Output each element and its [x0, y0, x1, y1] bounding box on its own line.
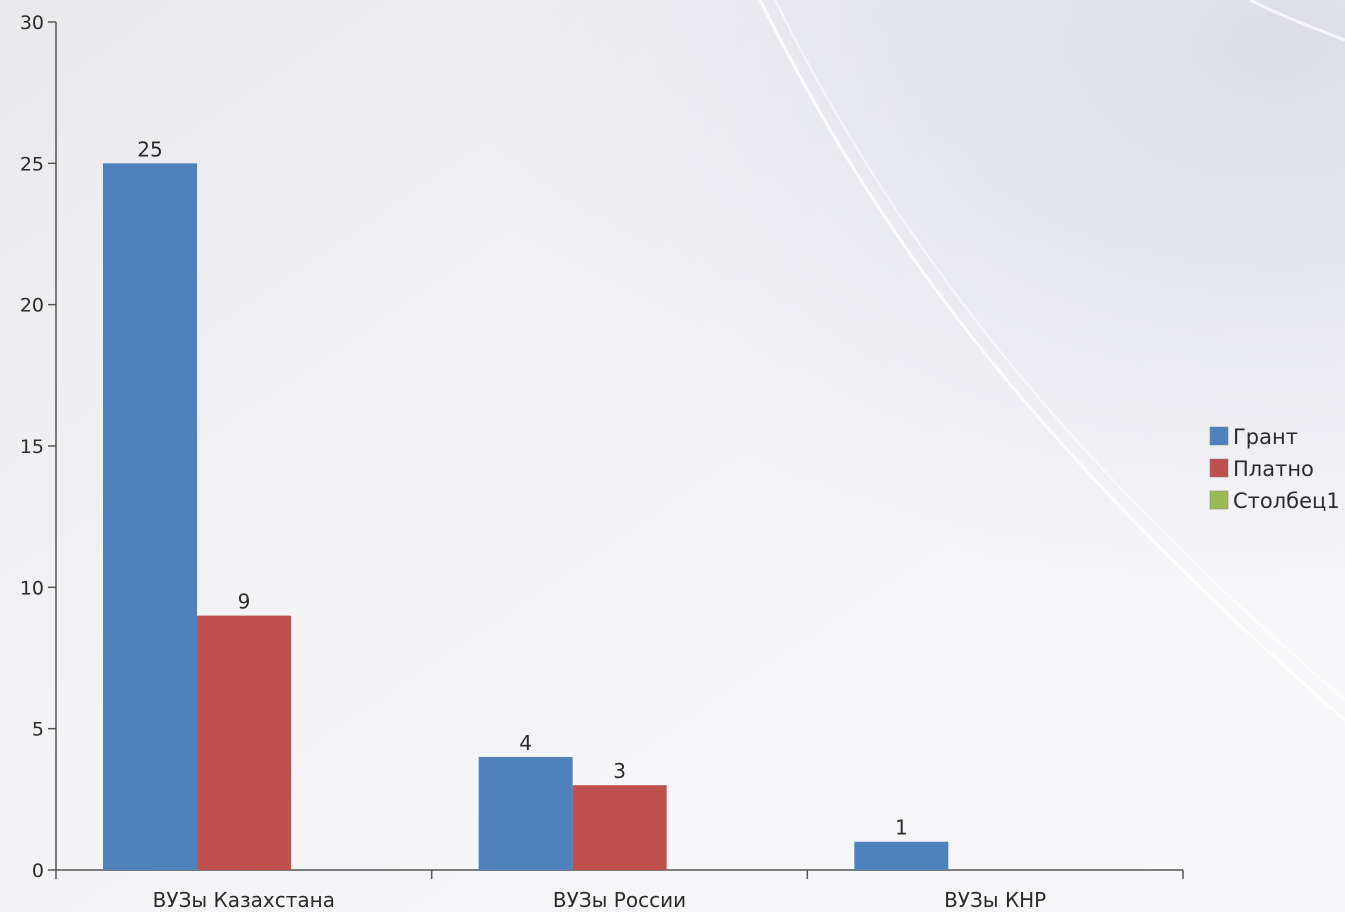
legend-swatch: [1209, 426, 1229, 446]
legend-swatch: [1209, 490, 1229, 510]
bar: [854, 841, 949, 870]
background-swoosh: [758, 0, 1345, 722]
x-axis-category-label: ВУЗы Казахстана: [153, 888, 335, 912]
data-label: 4: [519, 731, 532, 755]
y-axis-tick-label: 0: [32, 860, 44, 882]
data-label: 1: [895, 816, 908, 840]
legend-swatch: [1209, 458, 1229, 478]
y-axis-tick-label: 10: [20, 577, 44, 599]
data-label: 9: [238, 590, 251, 614]
legend-label: Платно: [1233, 457, 1314, 481]
y-axis-tick-label: 30: [20, 12, 44, 34]
legend-label: Грант: [1233, 425, 1298, 449]
bar: [197, 615, 291, 870]
x-axis-category-label: ВУЗы КНР: [944, 888, 1046, 912]
bar: [572, 785, 667, 870]
y-axis-tick-label: 25: [20, 153, 44, 175]
y-axis-tick-label: 20: [20, 295, 44, 317]
y-axis-tick-label: 15: [20, 436, 44, 458]
background-swoosh: [774, 0, 1345, 701]
x-axis-category-label: ВУЗы России: [553, 888, 686, 912]
bar: [478, 756, 573, 870]
background-swoosh: [1249, 0, 1345, 42]
bar: [103, 163, 197, 871]
y-axis-tick-label: 5: [32, 719, 44, 741]
legend-label: Столбец1: [1233, 489, 1340, 513]
data-label: 25: [137, 137, 162, 161]
data-label: 3: [613, 759, 626, 783]
